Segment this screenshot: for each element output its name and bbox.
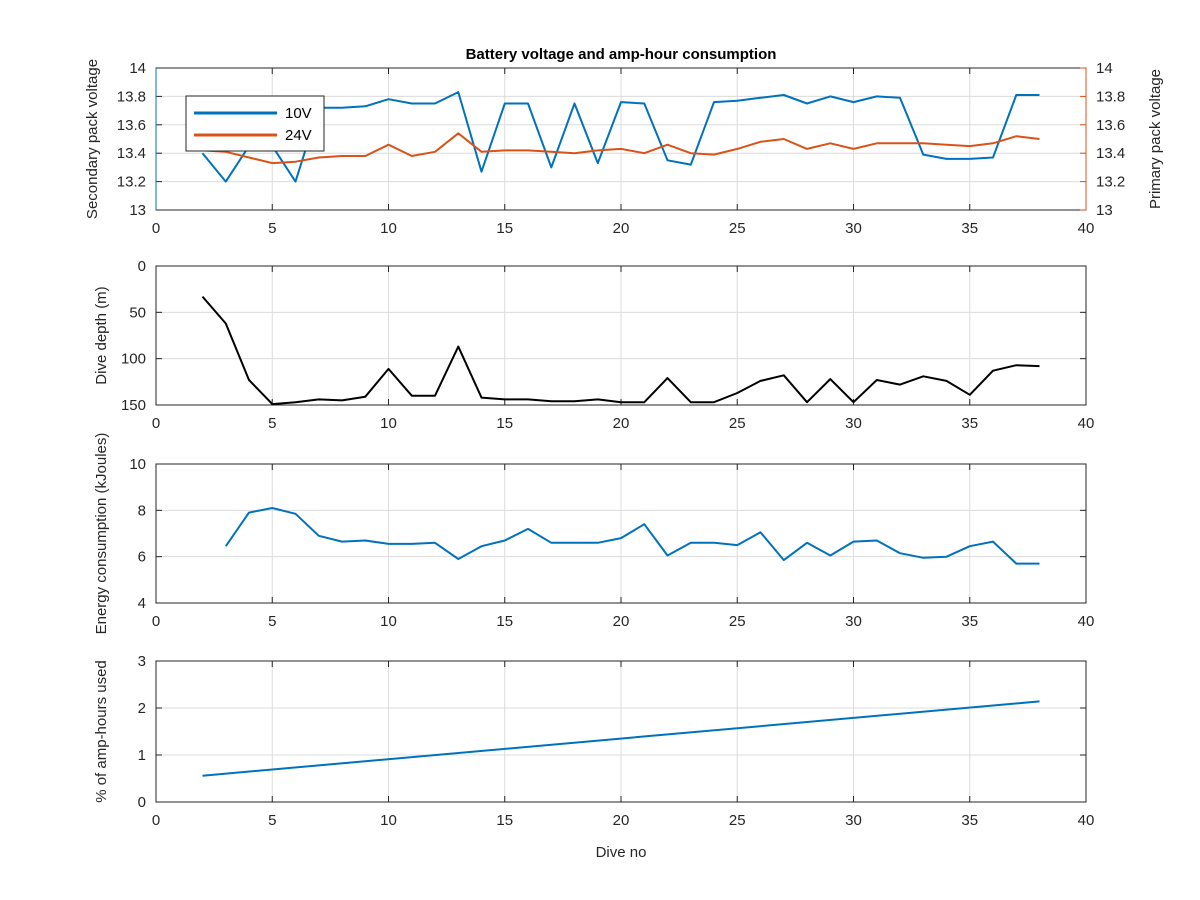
y-tick-label: 0 [138,258,146,275]
x-tick-label: 30 [845,812,862,829]
x-tick-label: 5 [268,415,276,432]
x-tick-label: 0 [152,613,160,630]
x-tick-label: 30 [845,415,862,432]
x-tick-label: 10 [380,812,397,829]
x-tick-label: 10 [380,415,397,432]
x-tick-label: 20 [613,220,630,237]
x-tick-label: 40 [1078,220,1095,237]
x-tick-label: 25 [729,812,746,829]
y-tick-label: 4 [138,595,146,612]
subplot-4: 0 5 10 15 20 25 30 35 40 0 1 2 3 % of amp-hours used D… [93,653,1094,861]
x-tick-label: 0 [152,812,160,829]
x-tick-label: 5 [268,812,276,829]
subplot-3: 0 5 10 15 20 25 30 35 40 4 6 8 10 Energy consumption … [93,433,1094,635]
right-y-tick-label: 14 [1096,60,1113,77]
x-tick-label: 40 [1078,415,1095,432]
x-tick-label: 30 [845,613,862,630]
legend-box [185,95,325,152]
x-tick-label: 10 [380,220,397,237]
y-tick-label: 13.2 [117,174,146,191]
x-tick-label: 20 [613,812,630,829]
legend-entry: 24V [285,127,312,144]
x-tick-label: 30 [845,220,862,237]
y-tick-label: 14 [129,60,146,77]
x-tick-label: 0 [152,415,160,432]
series-line-panel2 [201,295,1040,406]
x-tick-label: 15 [496,220,513,237]
x-tick-label: 35 [961,415,978,432]
x-tick-label: 25 [729,415,746,432]
y-tick-label: 50 [129,304,146,321]
subplot-1: 0 5 10 15 20 25 30 35 401313.213.413.613.8141313… [84,59,1164,237]
x-axis-label: Dive no [596,844,647,861]
x-tick-label: 40 [1078,613,1095,630]
x-tick-label: 20 [613,415,630,432]
y-tick-label: 13.6 [117,117,146,134]
x-tick-label: 35 [961,220,978,237]
subplots: 0 5 10 15 20 25 30 35 401313.213.413.613.8141313… [84,59,1164,861]
right-y-axis-label: Primary pack voltage [1147,69,1164,209]
x-tick-label: 25 [729,220,746,237]
y-tick-label: 13 [129,202,146,219]
y-tick-label: 13.4 [117,145,146,162]
x-tick-label: 35 [961,812,978,829]
series-line-panel3 [224,507,1040,565]
legend-entry: 10V [285,105,312,122]
x-tick-label: 5 [268,220,276,237]
series-line-10V [201,91,1040,183]
x-tick-label: 0 [152,220,160,237]
x-tick-label: 15 [496,613,513,630]
y-tick-label: 1 [138,747,146,764]
x-tick-label: 25 [729,613,746,630]
right-y-tick-label: 13.2 [1096,174,1125,191]
y-tick-label: 0 [138,794,146,811]
y-axis-label: % of amp-hours used [93,660,110,803]
right-y-tick-label: 13.6 [1096,117,1125,134]
series-line-panel4 [202,700,1040,777]
y-tick-label: 8 [138,502,146,519]
right-y-tick-label: 13 [1096,202,1113,219]
x-tick-label: 15 [496,812,513,829]
x-tick-label: 15 [496,415,513,432]
x-tick-label: 20 [613,613,630,630]
x-tick-label: 40 [1078,812,1095,829]
x-tick-label: 35 [961,613,978,630]
subplot-2: 0 5 10 15 20 25 30 35 40 0 50 100 150 Dive depth (m) [93,258,1094,432]
x-tick-label: 10 [380,613,397,630]
y-tick-label: 2 [138,700,146,717]
series-line-24V [202,132,1040,165]
y-axis-label: Dive depth (m) [93,286,110,384]
y-tick-label: 10 [129,456,146,473]
figure-title: Battery voltage and amp-hour consumption [466,46,777,63]
y-axis-label: Secondary pack voltage [84,59,101,219]
y-tick-label: 13.8 [117,88,146,105]
y-tick-label: 100 [121,351,146,368]
y-axis-label: Energy consumption (kJoules) [93,433,110,635]
y-tick-label: 6 [138,549,146,566]
x-tick-label: 5 [268,613,276,630]
y-tick-label: 150 [121,397,146,414]
y-tick-label: 3 [138,653,146,670]
right-y-tick-label: 13.8 [1096,88,1125,105]
right-y-tick-label: 13.4 [1096,145,1125,162]
